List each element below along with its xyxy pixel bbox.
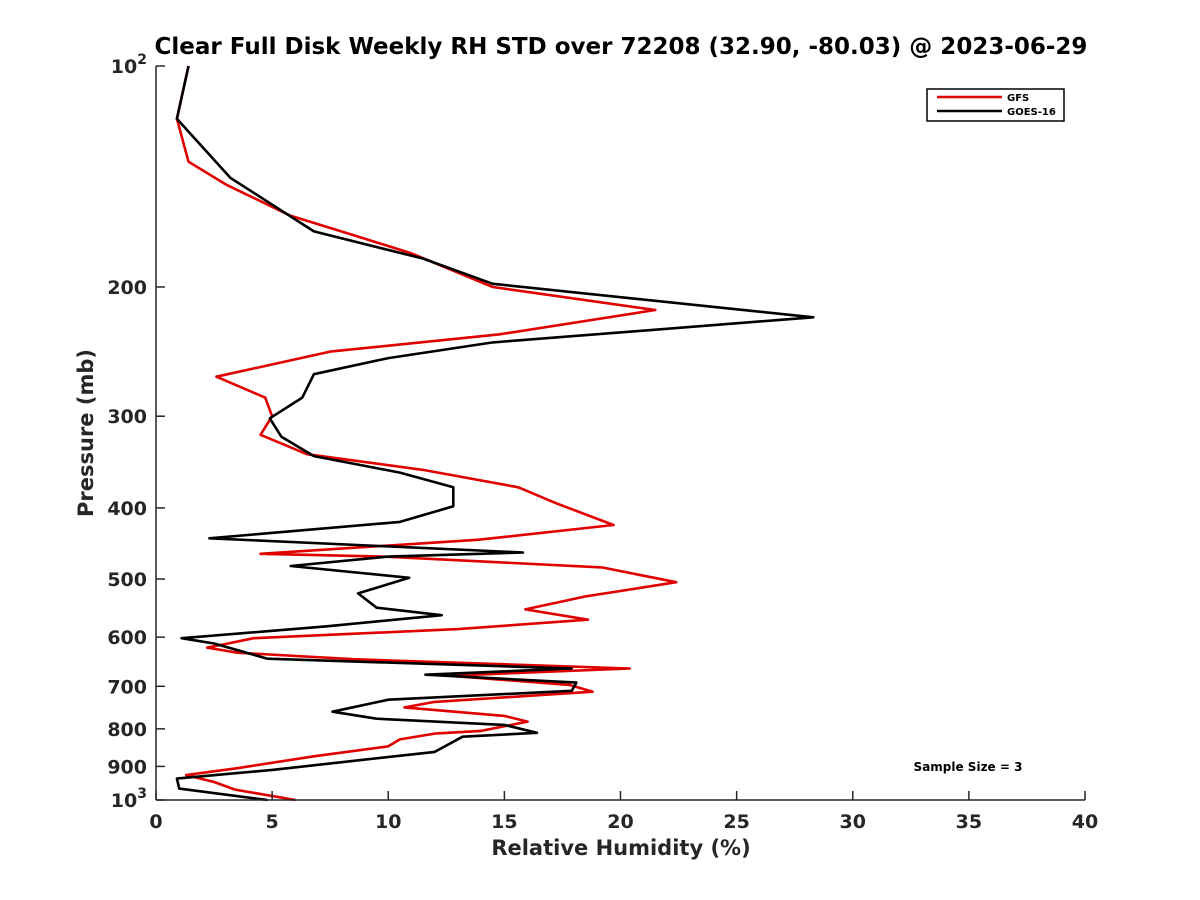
y-tick-label: 600 xyxy=(107,627,147,649)
legend-box xyxy=(926,88,1065,122)
x-tick-label: 25 xyxy=(723,811,749,833)
series-layer xyxy=(175,65,815,802)
x-tick-label: 15 xyxy=(491,811,517,833)
x-tick-label: 30 xyxy=(840,811,866,833)
chart-title: Clear Full Disk Weekly RH STD over 72208… xyxy=(155,34,1088,60)
y-tick-label: 500 xyxy=(107,569,147,591)
legend-label-gfs: GFS xyxy=(1007,93,1029,104)
legend-label-goes-16: GOES-16 xyxy=(1007,107,1056,118)
x-tick-label: 0 xyxy=(149,811,162,833)
y-tick-label: 700 xyxy=(107,676,147,698)
series-line-gfs xyxy=(175,65,678,802)
sample-size-annotation: Sample Size = 3 xyxy=(914,760,1023,774)
x-tick-label: 20 xyxy=(607,811,633,833)
axes-layer: 0 5 10 15 20 25 30 35 40 102 200 300 400 500 600 700 800… xyxy=(107,52,1098,833)
y-tick-label: 900 xyxy=(107,756,147,778)
y-tick-label: 800 xyxy=(107,719,147,741)
x-tick-label: 10 xyxy=(375,811,401,833)
y-tick-label: 102 xyxy=(111,52,147,78)
y-tick-label: 103 xyxy=(111,786,147,812)
x-tick-label: 35 xyxy=(956,811,982,833)
x-axis-title: Relative Humidity (%) xyxy=(491,836,750,860)
y-axis-title: Pressure (mb) xyxy=(74,349,98,517)
y-tick-label: 400 xyxy=(107,498,147,520)
y-tick-label: 200 xyxy=(107,277,147,299)
x-tick-label: 40 xyxy=(1072,811,1098,833)
x-tick-label: 5 xyxy=(266,811,279,833)
legend: GFS GOES-16 xyxy=(926,88,1065,122)
series-line-goes-16 xyxy=(175,65,815,802)
y-tick-label: 300 xyxy=(107,406,147,428)
